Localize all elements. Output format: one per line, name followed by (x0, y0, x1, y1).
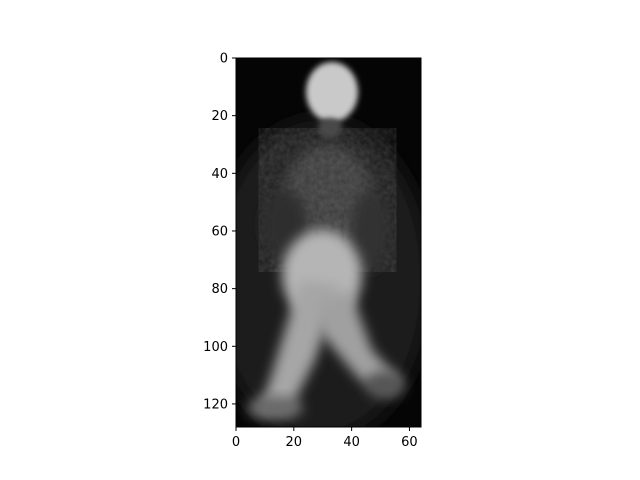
x-tick-label: 60 (401, 435, 418, 450)
y-axis-ticks: 0 20 40 60 80 100 120 (203, 52, 236, 412)
y-tick-label: 80 (211, 282, 228, 297)
axes-frame (235, 57, 422, 428)
y-tick-label: 40 (211, 167, 228, 182)
x-axis-ticks: 0 20 40 60 (232, 427, 418, 450)
x-tick-label: 0 (232, 435, 240, 450)
right-arm-shape (352, 190, 388, 270)
x-tick-label: 40 (343, 435, 360, 450)
y-tick-label: 100 (203, 340, 228, 355)
head-shape (306, 62, 358, 122)
left-foot-shape (247, 396, 303, 420)
y-tick-label: 20 (211, 109, 228, 124)
x-tick-label: 20 (286, 435, 303, 450)
y-tick-label: 0 (220, 52, 228, 67)
neck-shape (318, 118, 342, 138)
right-leg-shape (318, 290, 400, 392)
y-tick-label: 120 (203, 397, 228, 412)
silhouette-image (236, 58, 421, 427)
y-tick-label: 60 (211, 224, 228, 239)
right-foot-shape (365, 371, 405, 399)
